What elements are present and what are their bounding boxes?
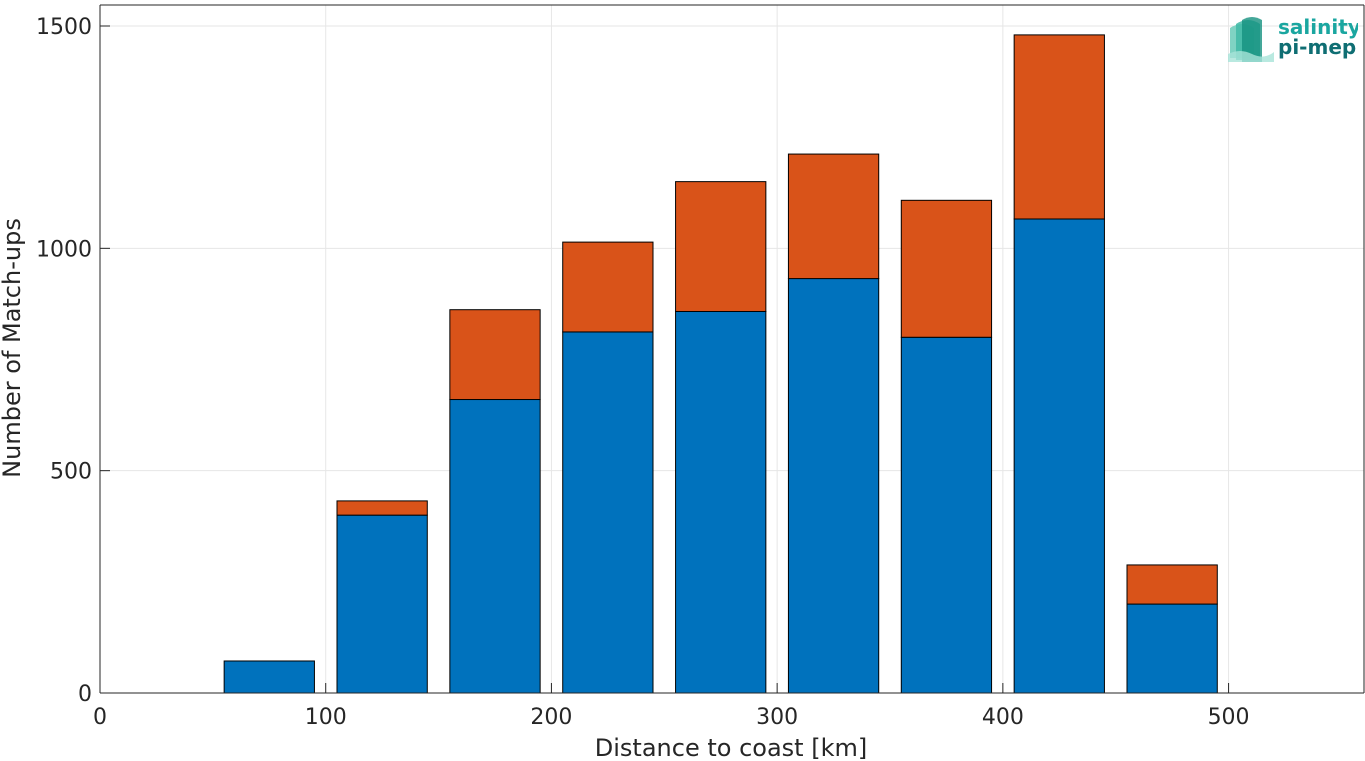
y-tick-label-1: 500: [50, 460, 92, 485]
bar-series2-bin-7: [900, 199, 993, 338]
wave-icon: [1228, 17, 1274, 62]
axes: [99, 4, 1365, 694]
bar-series1-bin-3: [449, 399, 541, 694]
bar-series1-bin-2: [336, 514, 428, 694]
bar-series2-bin-2: [336, 500, 428, 516]
x-axis-label: Distance to coast [km]: [595, 734, 867, 761]
x-tick-label-2: 200: [530, 705, 572, 730]
bar-series2-bin-3: [449, 309, 541, 401]
tick-labels: 0 100 200 300 400 500 0 500 1000 1500: [36, 15, 1250, 730]
bar-series2-bin-6: [787, 153, 880, 280]
bar-series1-bin-5: [675, 310, 767, 694]
logo-line1: salinity: [1278, 15, 1358, 39]
x-tick-label-5: 500: [1208, 705, 1250, 730]
bar-series1-bin-9: [1126, 603, 1218, 694]
x-tick-label-0: 0: [93, 705, 107, 730]
y-axis-label: Number of Match-ups: [0, 218, 26, 478]
x-tick-label-1: 100: [305, 705, 347, 730]
bar-series1-bin-7: [900, 336, 993, 694]
bars: [111, 34, 1331, 694]
logo-line2: pi-mep: [1278, 35, 1356, 59]
bar-series1-bin-6: [787, 278, 880, 694]
bar-series2-bin-9: [1126, 564, 1218, 605]
salinity-pi-mep-logo: salinity pi-mep: [1228, 14, 1361, 64]
bar-series2-bin-8: [1013, 34, 1105, 220]
y-tick-label-2: 1000: [36, 237, 92, 262]
y-tick-label-0: 0: [78, 682, 92, 707]
bar-series2-bin-5: [675, 181, 767, 312]
x-tick-label-4: 400: [982, 705, 1024, 730]
x-tick-label-3: 300: [756, 705, 798, 730]
y-tick-label-3: 1500: [36, 15, 92, 40]
bar-series1-bin-4: [562, 331, 654, 694]
bar-series2-bin-4: [562, 241, 654, 333]
bar-series1-bin-1: [223, 660, 315, 694]
bar-series1-bin-8: [1013, 218, 1105, 694]
